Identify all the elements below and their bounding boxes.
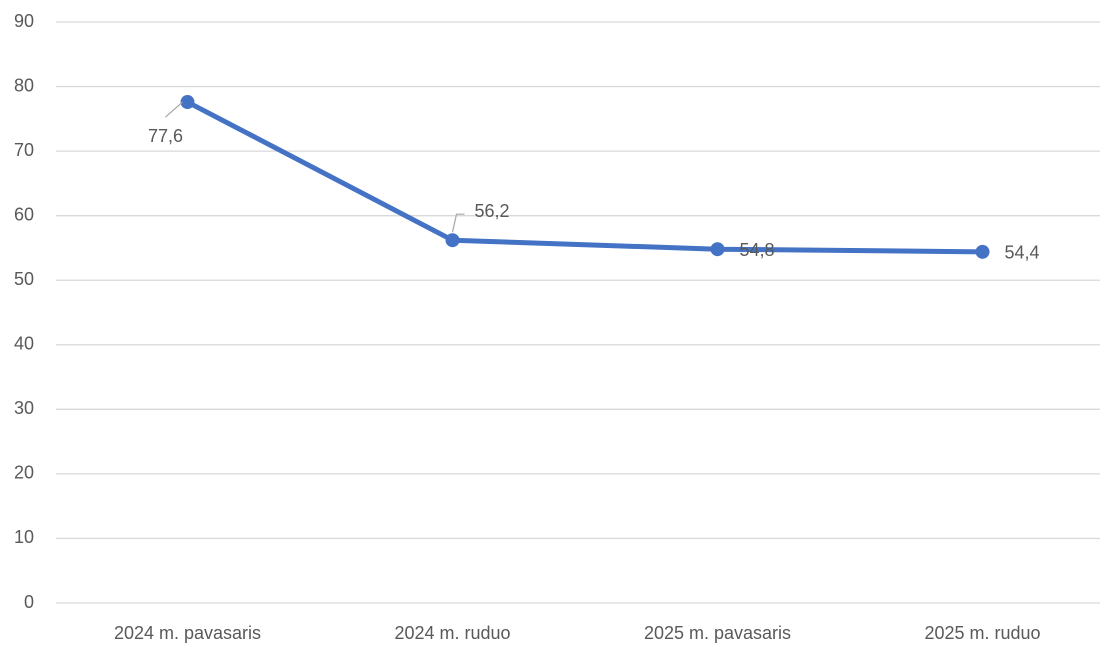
point [710, 242, 725, 257]
y-tick-label: 50 [14, 269, 34, 289]
x-tick-label: 2025 m. pavasaris [644, 623, 791, 643]
y-tick-label: 30 [14, 398, 34, 418]
line [186, 99, 983, 255]
y-tick-label: 60 [14, 204, 34, 224]
y-tick-label: 0 [24, 592, 34, 612]
y-tick-label: 10 [14, 527, 34, 547]
point [975, 244, 990, 259]
leader-line [451, 213, 465, 233]
y-tick-label: 70 [14, 140, 34, 160]
data-label: 54,4 [1005, 243, 1040, 263]
x-tick-label: 2024 m. ruduo [394, 623, 510, 643]
data-label: 77,6 [148, 126, 183, 146]
point [445, 233, 460, 248]
y-tick-label: 40 [14, 334, 34, 354]
y-tick-label: 90 [14, 11, 34, 31]
data-label: 54,8 [740, 240, 775, 260]
y-tick-label: 80 [14, 75, 34, 95]
point [180, 95, 195, 110]
x-tick-label: 2025 m. ruduo [924, 623, 1040, 643]
leader-line [165, 101, 183, 118]
data-label: 56,2 [475, 201, 510, 221]
x-tick-label: 2024 m. pavasaris [114, 623, 261, 643]
y-tick-label: 20 [14, 463, 34, 483]
